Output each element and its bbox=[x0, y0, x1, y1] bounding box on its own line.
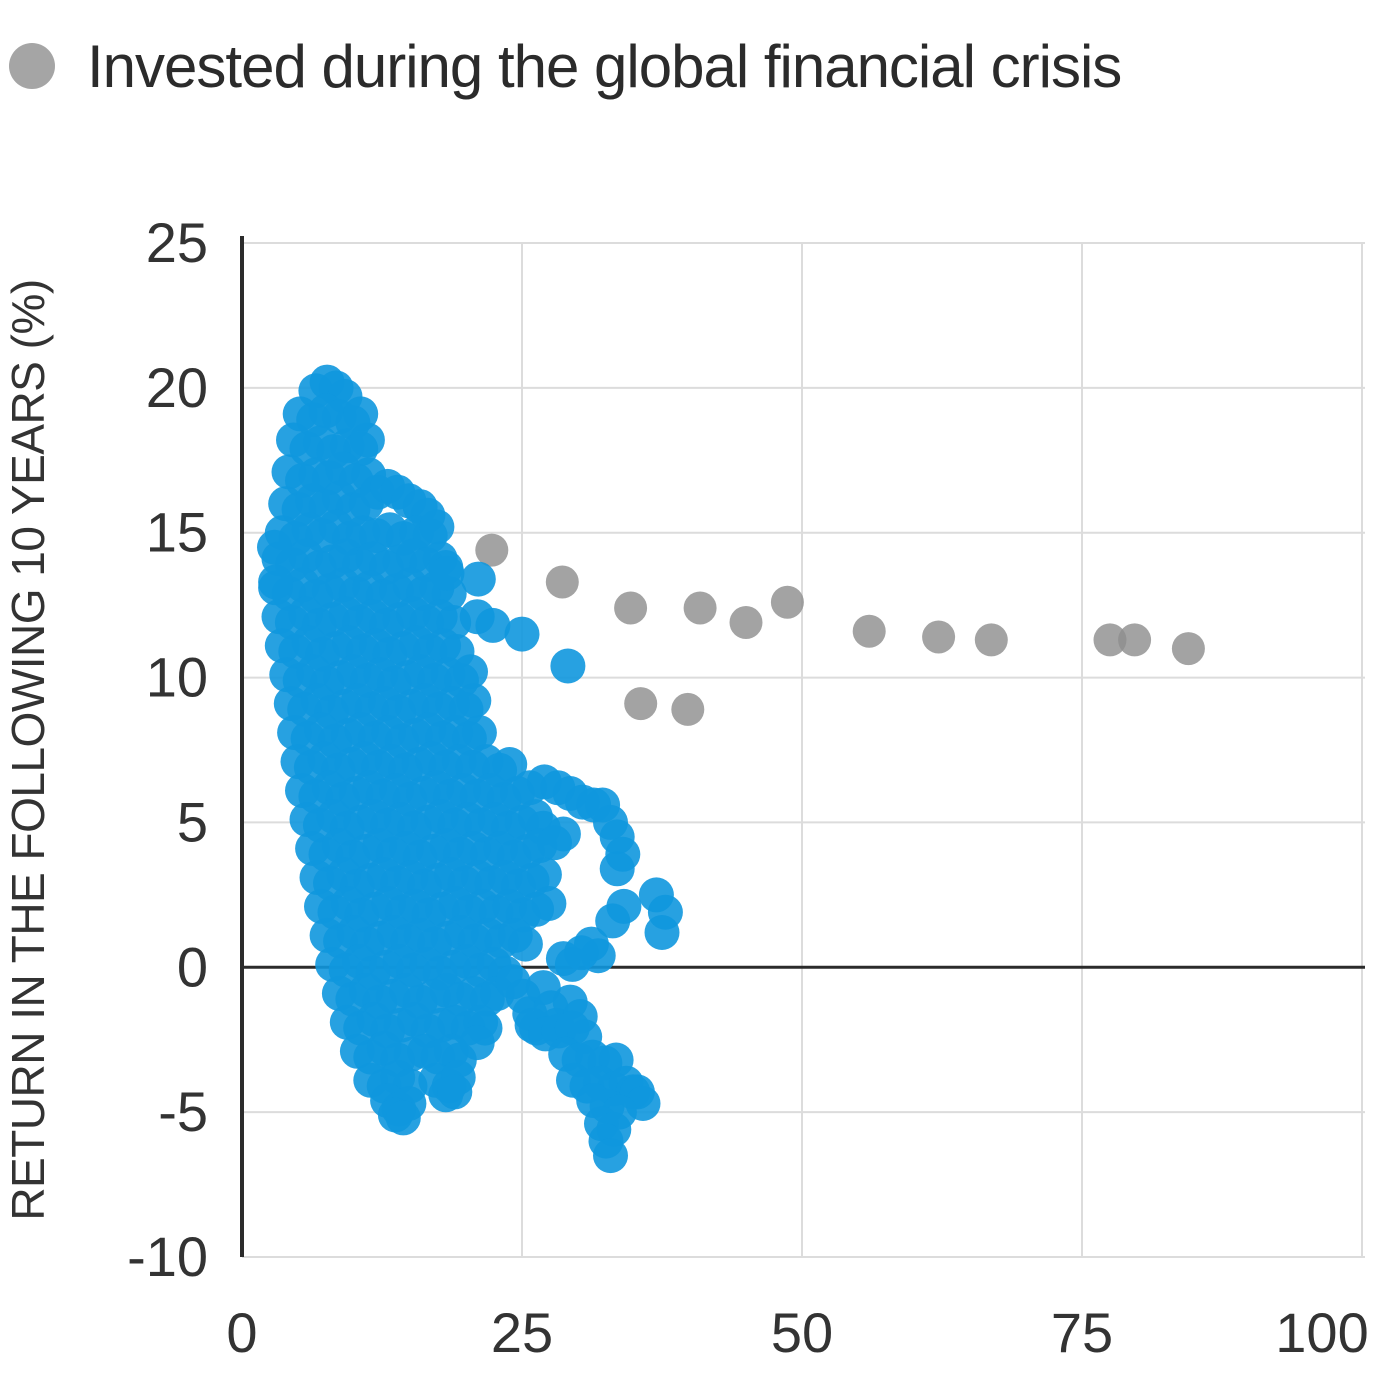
legend: Invested during the global financial cri… bbox=[9, 20, 1122, 112]
x-tick-label-50: 50 bbox=[771, 1301, 833, 1364]
blue-point bbox=[554, 946, 590, 982]
blue-point bbox=[599, 851, 635, 887]
blue-point bbox=[419, 509, 455, 545]
gray-point bbox=[729, 606, 763, 639]
y-axis-title: RETURN IN THE FOLLOWING 10 YEARS (%) bbox=[2, 279, 54, 1220]
x-tick-label-100: 100 bbox=[1275, 1301, 1368, 1364]
gray-point bbox=[852, 614, 886, 648]
blue-point bbox=[507, 926, 543, 962]
gray-point bbox=[671, 692, 705, 726]
gray-point bbox=[1171, 632, 1205, 666]
gray-point bbox=[922, 620, 956, 654]
blue-point bbox=[595, 903, 631, 939]
blue-point bbox=[644, 915, 680, 950]
gray-point bbox=[624, 687, 658, 721]
y-tick-label-15: 15 bbox=[146, 501, 208, 564]
blue-point bbox=[258, 564, 294, 600]
blue-point bbox=[456, 683, 492, 719]
blue-point bbox=[593, 1138, 628, 1174]
blue-point bbox=[461, 715, 497, 751]
blue-point bbox=[504, 616, 540, 652]
y-tick-label--5: -5 bbox=[158, 1080, 208, 1143]
series-crisis bbox=[475, 533, 1205, 726]
y-tick-label-10: 10 bbox=[146, 646, 208, 709]
gray-point bbox=[614, 591, 648, 625]
legend-label: Invested during the global financial cri… bbox=[87, 32, 1122, 100]
gray-point bbox=[1118, 623, 1152, 657]
blue-point bbox=[537, 825, 572, 861]
blue-point bbox=[453, 654, 488, 690]
y-tick-label-0: 0 bbox=[177, 935, 208, 998]
blue-point bbox=[531, 886, 567, 921]
blue-point bbox=[257, 529, 292, 565]
gray-point bbox=[683, 591, 717, 625]
blue-point bbox=[429, 555, 465, 591]
y-tick-label-25: 25 bbox=[146, 211, 208, 274]
y-tick-label-20: 20 bbox=[146, 356, 208, 419]
blue-point bbox=[437, 1074, 473, 1110]
gray-point bbox=[475, 533, 509, 567]
blue-point bbox=[526, 857, 562, 893]
series-base bbox=[257, 364, 683, 1174]
blue-point bbox=[459, 1025, 495, 1061]
blue-point bbox=[385, 1100, 421, 1136]
blue-point bbox=[492, 747, 528, 782]
points-layer bbox=[257, 364, 1205, 1174]
x-tick-label-25: 25 bbox=[491, 1301, 553, 1364]
gray-point bbox=[545, 565, 579, 599]
gray-point bbox=[770, 585, 804, 619]
x-tick-label-75: 75 bbox=[1051, 1301, 1113, 1364]
blue-point bbox=[349, 422, 385, 458]
legend-marker-icon bbox=[9, 43, 55, 89]
gray-point bbox=[974, 623, 1008, 657]
gray-point bbox=[1093, 623, 1127, 657]
y-tick-label--10: -10 bbox=[127, 1225, 208, 1288]
y-tick-label-5: 5 bbox=[177, 790, 208, 853]
blue-point bbox=[475, 607, 511, 643]
blue-point bbox=[550, 648, 586, 684]
x-tick-label-0: 0 bbox=[226, 1301, 257, 1364]
blue-point bbox=[460, 561, 496, 597]
